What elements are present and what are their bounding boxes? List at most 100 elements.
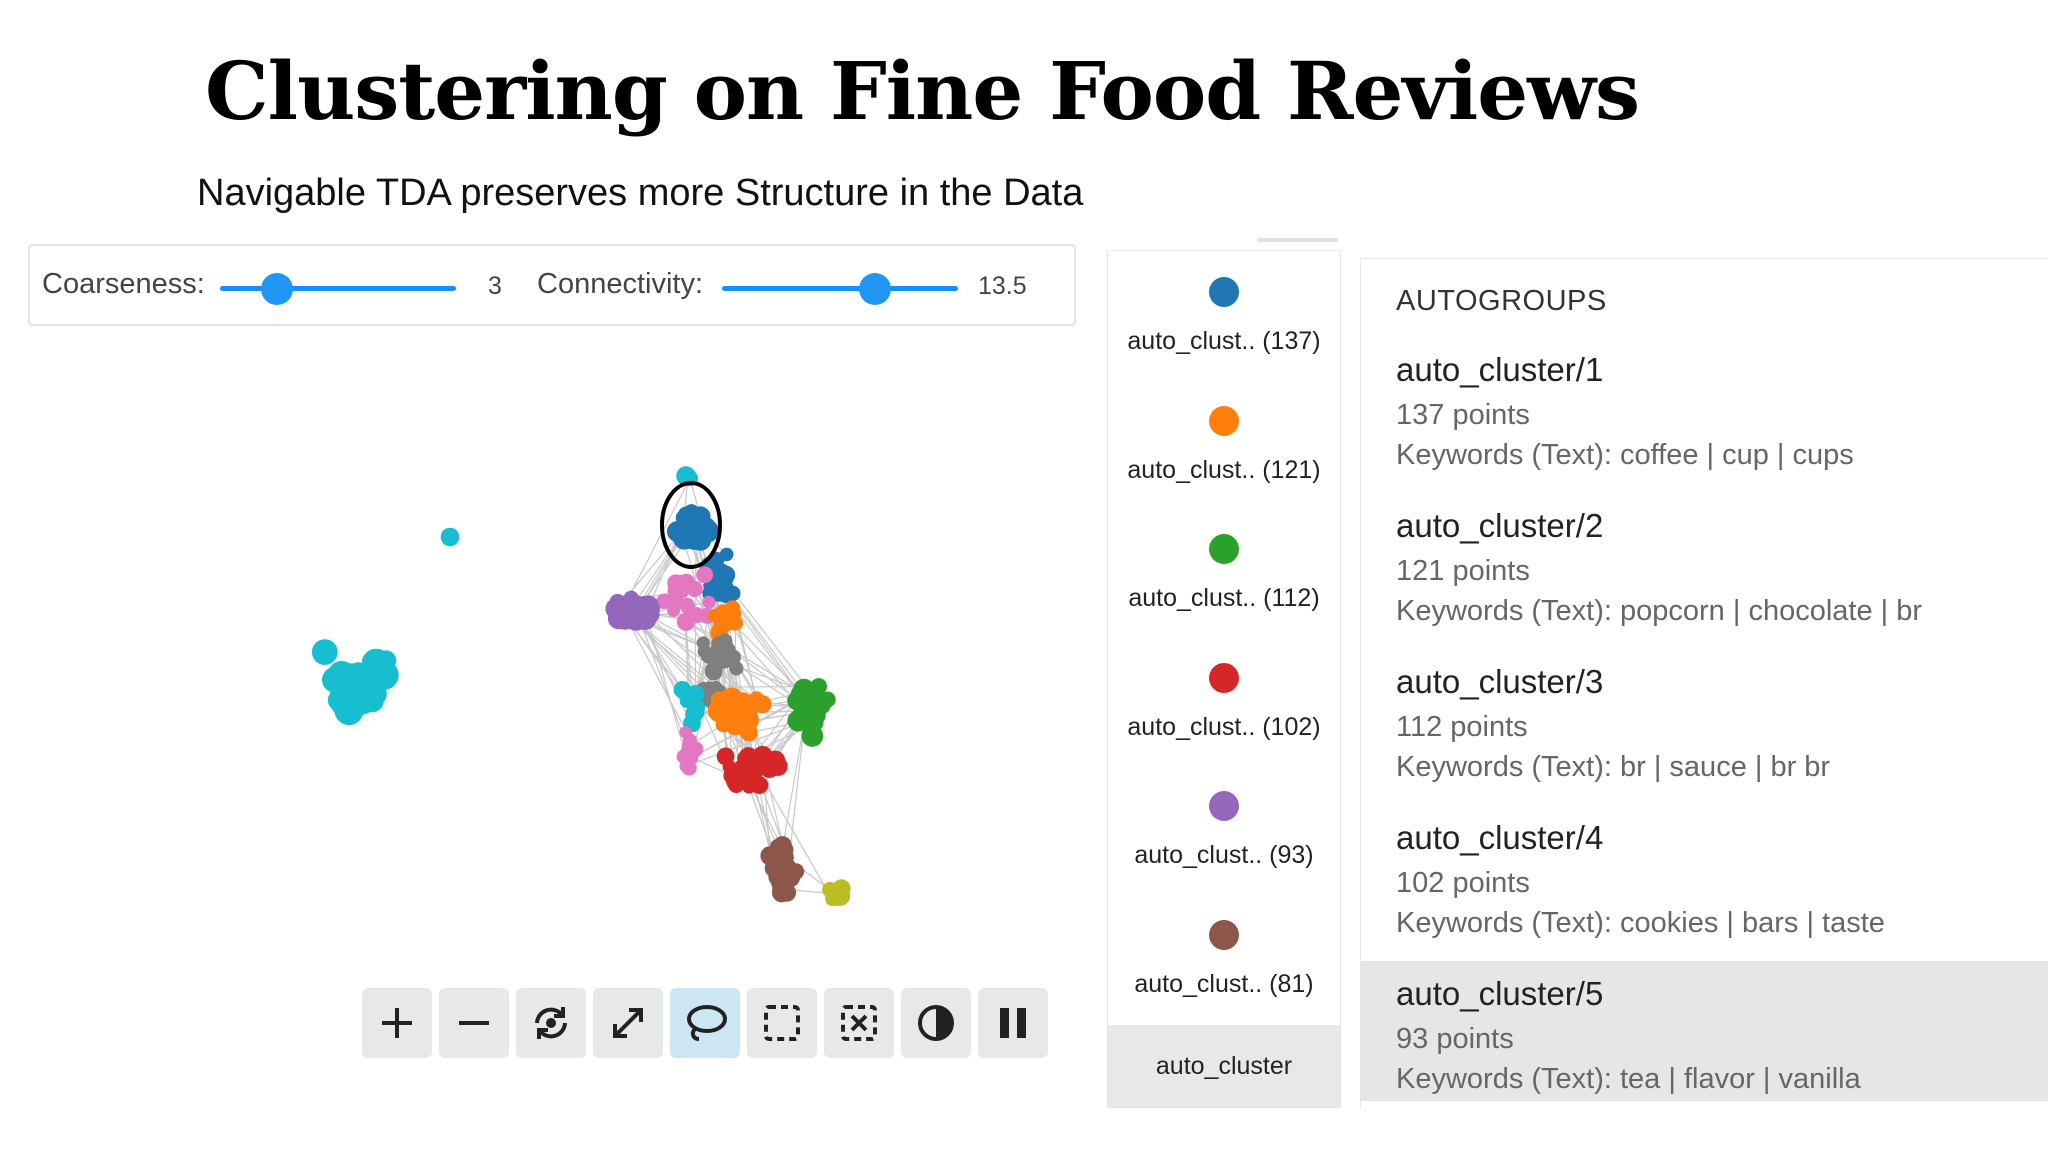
graph-node[interactable] (753, 695, 772, 714)
graph-edge (643, 605, 690, 769)
contrast-toggle-button[interactable] (901, 988, 971, 1058)
lasso-icon (681, 1001, 729, 1045)
legend-tab-handle[interactable] (1258, 238, 1338, 242)
graph-node[interactable] (348, 685, 377, 715)
zoom-out-button[interactable] (439, 988, 509, 1058)
graph-node[interactable] (679, 597, 695, 614)
graph-node[interactable] (726, 773, 743, 791)
cluster-graph-canvas[interactable] (28, 340, 1078, 960)
legend-color-dot (1209, 405, 1239, 436)
autogroup-item[interactable]: auto_cluster/3 112 points Keywords (Text):… (1361, 649, 2048, 789)
legend-item[interactable]: auto_clust.. (93) (1108, 791, 1340, 870)
plus-icon (377, 1003, 417, 1043)
dashed-square-x-icon (838, 1002, 880, 1044)
graph-node[interactable] (787, 710, 810, 732)
graph-node[interactable] (682, 733, 697, 748)
graph-node[interactable] (780, 858, 797, 875)
graph-node[interactable] (709, 552, 725, 568)
clear-selection-button[interactable] (824, 988, 894, 1058)
graph-node[interactable] (339, 663, 364, 688)
graph-node[interactable] (666, 521, 688, 542)
coarseness-slider[interactable] (220, 273, 456, 305)
graph-node[interactable] (696, 566, 714, 584)
lasso-select-button[interactable] (670, 988, 740, 1058)
graph-node[interactable] (702, 595, 716, 609)
zoom-in-button[interactable] (362, 988, 432, 1058)
pause-layout-button[interactable] (978, 988, 1048, 1058)
legend-item[interactable]: auto_clust.. (112) (1108, 534, 1340, 613)
graph-node[interactable] (748, 760, 763, 775)
graph-nodes[interactable] (311, 466, 851, 906)
slide-title: Clustering on Fine Food Reviews (205, 44, 1640, 138)
reset-view-button[interactable] (516, 988, 586, 1058)
graph-node[interactable] (715, 716, 732, 733)
graph-node[interactable] (696, 636, 710, 650)
graph-node[interactable] (440, 527, 460, 547)
lasso-selection-outline (660, 481, 722, 569)
autogroup-keywords: Keywords (Text): popcorn | chocolate | b… (1396, 595, 1923, 627)
graph-node[interactable] (311, 639, 338, 665)
graph-node[interactable] (742, 779, 756, 794)
legend-item[interactable]: auto_clust.. (121) (1108, 405, 1340, 485)
graph-node[interactable] (667, 603, 681, 617)
graph-node[interactable] (783, 872, 798, 888)
autogroup-name: auto_cluster/3 (1396, 663, 1604, 700)
graph-node[interactable] (634, 596, 654, 616)
coarseness-value: 3 (488, 272, 502, 300)
autogroup-keywords: Keywords (Text): tea | flavor | vanilla (1396, 1063, 1861, 1095)
box-select-button[interactable] (747, 988, 817, 1058)
fit-view-button[interactable] (593, 988, 663, 1058)
coarseness-slider-thumb[interactable] (260, 273, 293, 305)
legend-item[interactable]: auto_clust.. (137) (1108, 277, 1340, 356)
autogroup-keywords: Keywords (Text): br | sauce | br br (1396, 751, 1831, 783)
graph-node[interactable] (672, 574, 690, 592)
legend-item-label: auto_clust.. (93) (1134, 841, 1314, 869)
connectivity-slider[interactable] (722, 273, 958, 305)
graph-node[interactable] (772, 883, 792, 903)
autogroup-points: 102 points (1396, 867, 1530, 899)
coarseness-label: Coarseness: (42, 268, 205, 300)
graph-node[interactable] (728, 607, 742, 620)
graph-node[interactable] (725, 649, 741, 665)
autogroup-item[interactable]: auto_cluster/2 121 points Keywords (Text):… (1361, 493, 2048, 633)
graph-node[interactable] (716, 690, 738, 713)
graph-node[interactable] (681, 760, 697, 776)
autogroup-item[interactable]: auto_cluster/5 93 points Keywords (Text): … (1361, 961, 2048, 1101)
graph-node[interactable] (676, 749, 692, 764)
graph-edge (685, 719, 809, 767)
graph-node[interactable] (828, 890, 844, 906)
graph-node[interactable] (680, 467, 696, 483)
autogroup-points: 93 points (1396, 1023, 1514, 1055)
autogroup-name: auto_cluster/1 (1396, 351, 1604, 388)
graph-node[interactable] (620, 606, 642, 628)
graph-node[interactable] (740, 709, 759, 729)
controls-panel: Coarseness: 3 Connectivity: 13.5 (28, 244, 1076, 326)
graph-node[interactable] (765, 849, 783, 867)
graph-node[interactable] (739, 747, 758, 765)
connectivity-slider-thumb[interactable] (859, 273, 892, 305)
autogroup-keywords: Keywords (Text): coffee | cup | cups (1396, 439, 1854, 471)
rotate-reset-icon (529, 1001, 573, 1045)
graph-node[interactable] (704, 662, 721, 678)
legend-color-dot (1209, 534, 1239, 564)
graph-node[interactable] (683, 692, 697, 707)
autogroup-item[interactable]: auto_cluster/1 137 points Keywords (Text):… (1361, 337, 2048, 477)
connectivity-value: 13.5 (978, 272, 1027, 300)
graph-node[interactable] (609, 593, 626, 611)
graph-node[interactable] (770, 839, 785, 854)
graph-node[interactable] (716, 747, 735, 766)
legend-item[interactable]: auto_clust.. (81) (1108, 919, 1340, 999)
legend-color-by-field[interactable]: auto_cluster (1108, 1025, 1340, 1107)
autogroup-name: auto_cluster/2 (1396, 507, 1604, 544)
graph-node[interactable] (801, 690, 823, 712)
cluster-legend: auto_cluster auto_clust.. (137) auto_clus… (1107, 250, 1341, 1108)
graph-node[interactable] (676, 612, 696, 631)
autogroup-item[interactable]: auto_cluster/4 102 points Keywords (Text):… (1361, 805, 2048, 945)
legend-item[interactable]: auto_clust.. (102) (1108, 662, 1340, 742)
graph-node[interactable] (684, 513, 708, 536)
graph-node[interactable] (656, 593, 672, 609)
connectivity-label: Connectivity: (537, 268, 704, 300)
graph-node[interactable] (710, 648, 726, 664)
contrast-icon (914, 1001, 958, 1045)
graph-node[interactable] (713, 617, 730, 634)
